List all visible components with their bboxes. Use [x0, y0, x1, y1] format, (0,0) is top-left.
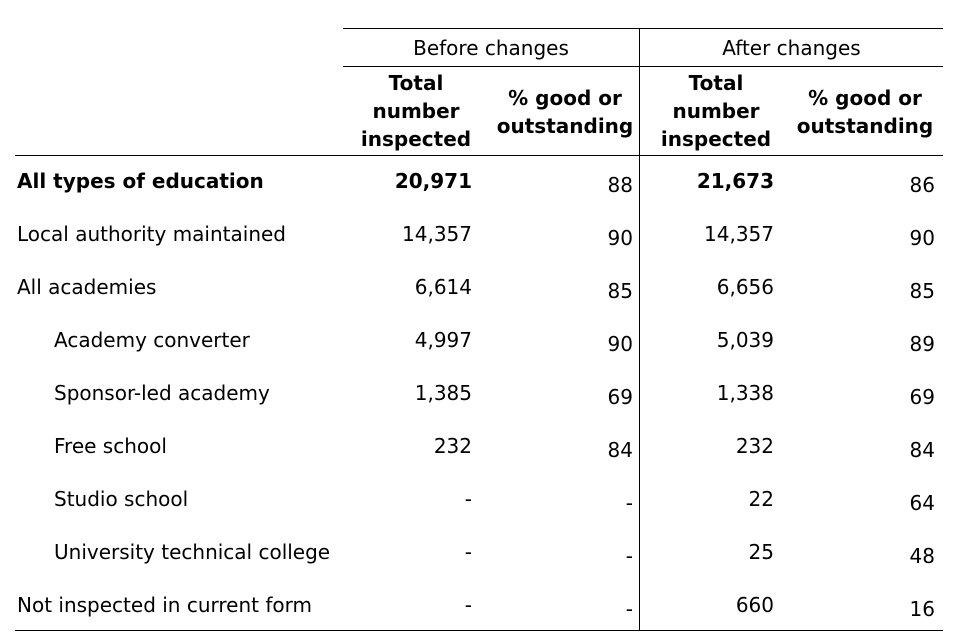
- row-label: Sponsor-led academy: [54, 381, 270, 405]
- after-total: 232: [735, 434, 774, 458]
- table-row: All academies 6,614 85 6,656 85: [0, 266, 960, 319]
- before-pct: -: [625, 544, 633, 568]
- top-rule: [343, 28, 943, 29]
- after-total: 6,656: [716, 275, 774, 299]
- header-after-pct: % good or outstanding: [796, 86, 934, 138]
- after-pct: 64: [909, 491, 935, 515]
- table-row: University technical college - - 25 48: [0, 531, 960, 584]
- after-pct: 89: [909, 332, 935, 356]
- after-pct: 48: [909, 544, 935, 568]
- group-header-after: After changes: [722, 36, 861, 60]
- before-total: -: [464, 487, 472, 511]
- after-total: 660: [735, 593, 774, 617]
- before-pct: 88: [607, 173, 633, 197]
- header-before-pct: % good or outstanding: [496, 86, 634, 138]
- before-total: 20,971: [394, 169, 472, 193]
- before-total: 6,614: [414, 275, 472, 299]
- table-row: Free school 232 84 232 84: [0, 425, 960, 478]
- group-rule: [343, 66, 943, 67]
- before-total: 4,997: [414, 328, 472, 352]
- table-row: Academy converter 4,997 90 5,039 89: [0, 319, 960, 372]
- after-total: 14,357: [704, 222, 774, 246]
- before-pct: 90: [607, 332, 633, 356]
- row-label: Not inspected in current form: [17, 593, 312, 617]
- table-row: Local authority maintained 14,357 90 14,…: [0, 213, 960, 266]
- header-after-total: Total number inspected: [660, 71, 772, 151]
- after-total: 25: [748, 540, 774, 564]
- after-total: 1,338: [716, 381, 774, 405]
- after-pct: 84: [909, 438, 935, 462]
- before-pct: 69: [607, 385, 633, 409]
- before-pct: 85: [607, 279, 633, 303]
- row-label: All types of education: [17, 169, 264, 193]
- after-total: 5,039: [716, 328, 774, 352]
- row-label: Free school: [54, 434, 167, 458]
- header-rule: [15, 155, 943, 156]
- before-total: -: [464, 593, 472, 617]
- before-total: 232: [433, 434, 472, 458]
- before-total: -: [464, 540, 472, 564]
- before-pct: 90: [607, 226, 633, 250]
- row-label: Studio school: [54, 487, 189, 511]
- after-total: 21,673: [696, 169, 774, 193]
- row-label: Local authority maintained: [17, 222, 286, 246]
- before-total: 1,385: [414, 381, 472, 405]
- row-label: Academy converter: [54, 328, 250, 352]
- table-row: Sponsor-led academy 1,385 69 1,338 69: [0, 372, 960, 425]
- after-total: 22: [748, 487, 774, 511]
- row-label: All academies: [17, 275, 157, 299]
- table-row: All types of education 20,971 88 21,673 …: [0, 160, 960, 213]
- after-pct: 69: [909, 385, 935, 409]
- after-pct: 86: [909, 173, 935, 197]
- before-pct: 84: [607, 438, 633, 462]
- after-pct: 90: [909, 226, 935, 250]
- column-divider: [639, 28, 640, 631]
- table-row: Not inspected in current form - - 660 16: [0, 584, 960, 637]
- before-pct: -: [625, 491, 633, 515]
- before-pct: -: [625, 597, 633, 621]
- after-pct: 85: [909, 279, 935, 303]
- after-pct: 16: [909, 597, 935, 621]
- table-row: Studio school - - 22 64: [0, 478, 960, 531]
- row-label: University technical college: [54, 540, 331, 564]
- group-header-before: Before changes: [413, 36, 569, 60]
- header-before-total: Total number inspected: [360, 71, 472, 151]
- bottom-rule: [15, 630, 943, 631]
- before-total: 14,357: [402, 222, 472, 246]
